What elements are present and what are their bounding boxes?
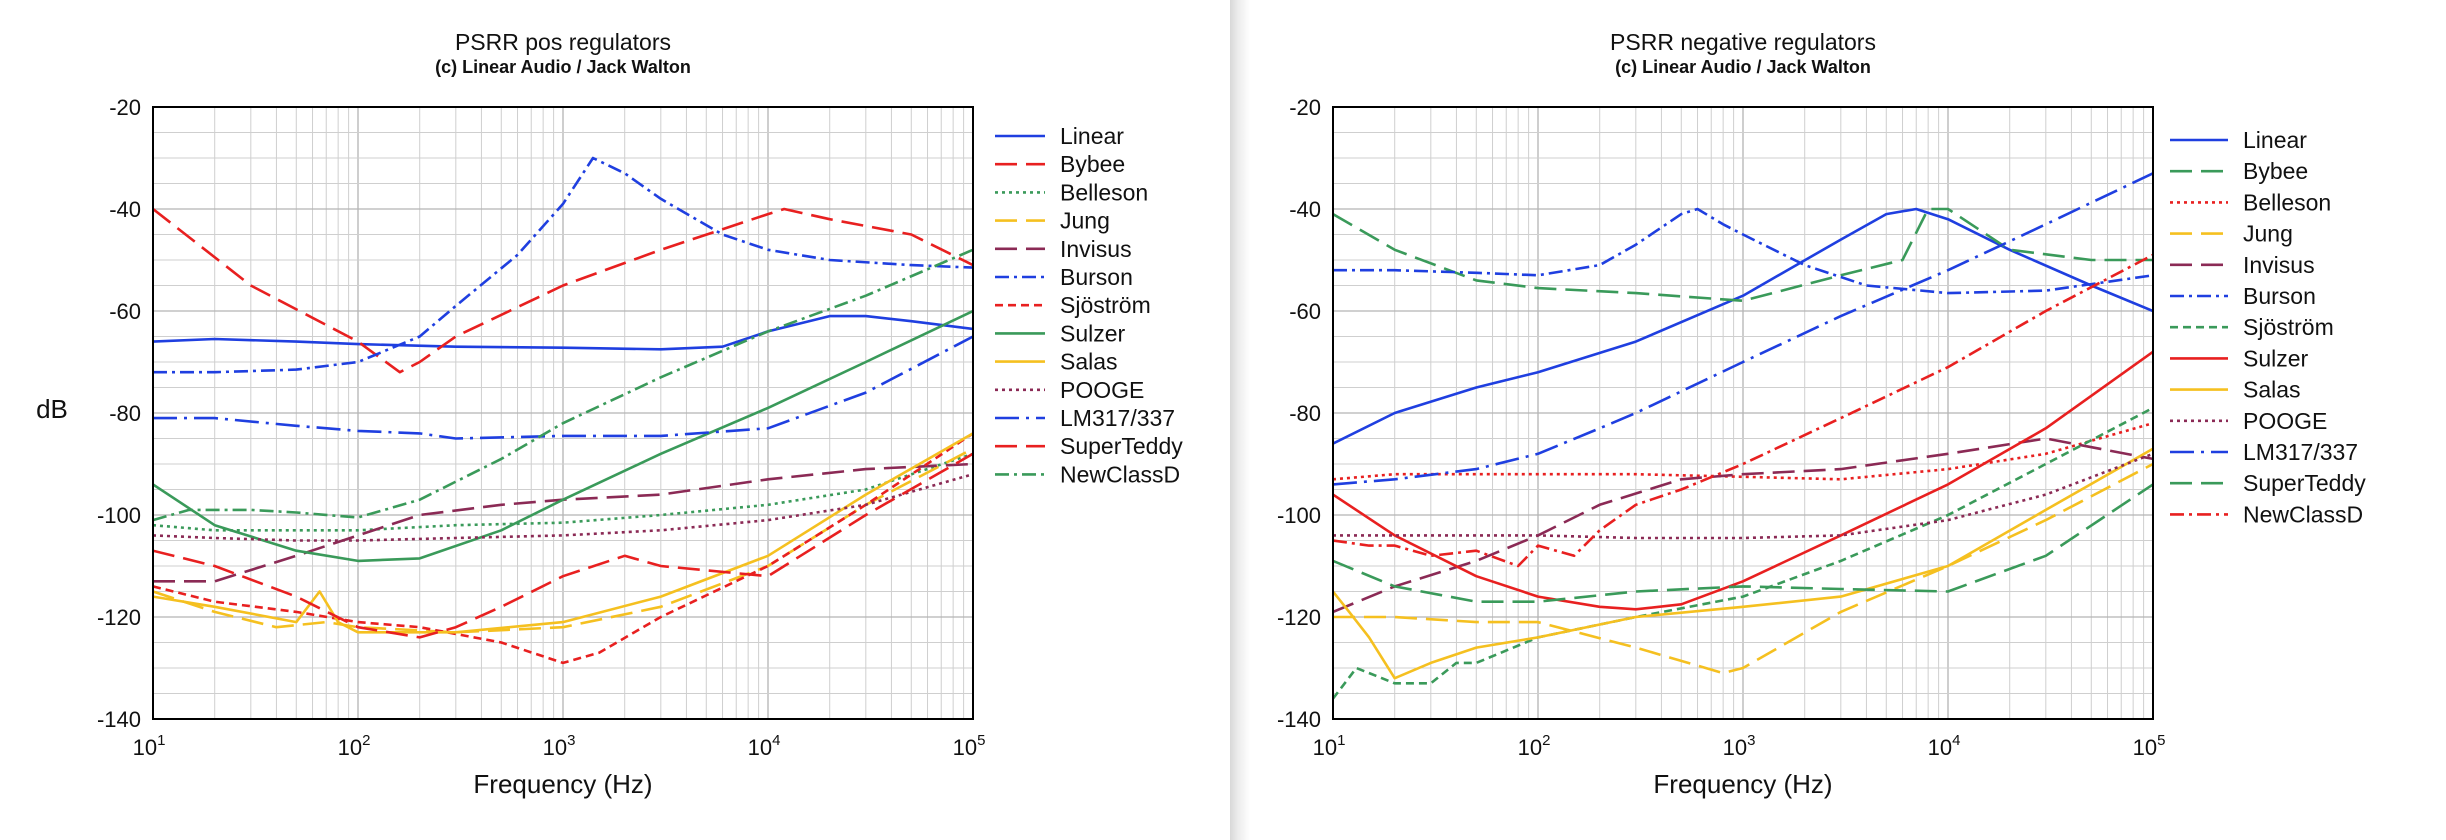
- plot-frame: [152, 106, 974, 720]
- y-tick-label: -120: [97, 605, 141, 630]
- y-tick-label: -20: [109, 95, 141, 120]
- grid: [1333, 107, 2153, 719]
- right-chart-panel: PSRR negative regulators (c) Linear Audio…: [1250, 0, 2446, 840]
- series-line-pooge: [153, 472, 973, 542]
- legend: Linear Bybee Belleson Jung Invisus Burson Sjös…: [2170, 127, 2366, 527]
- legend-label: Jung: [1060, 208, 1110, 234]
- y-axis-label: dB: [36, 394, 68, 424]
- series-line-salas: [1333, 447, 2153, 680]
- legend-label: NewClassD: [2243, 501, 2363, 527]
- legend-label: Sjöström: [2243, 314, 2334, 340]
- legend-label: Invisus: [2243, 252, 2315, 278]
- right-chart-svg: PSRR negative regulators(c) Linear Audio…: [1277, 29, 2366, 799]
- x-tick-label: 104: [748, 732, 781, 760]
- series-line-lm317-337: [153, 335, 973, 440]
- y-tick-label: -80: [1289, 401, 1321, 426]
- series-line-invisus: [1333, 437, 2153, 614]
- series-line-jung: [153, 447, 973, 634]
- x-tick-label: 105: [2133, 732, 2166, 760]
- legend-label: Bybee: [1060, 151, 1125, 177]
- series-line-bybee: [1333, 207, 2153, 303]
- legend-label: Linear: [2243, 127, 2307, 153]
- series-line-linear: [1333, 207, 2153, 445]
- chart-subtitle: (c) Linear Audio / Jack Walton: [1615, 57, 1871, 77]
- legend-label: Linear: [1060, 123, 1124, 149]
- x-tick-label: 103: [1723, 732, 1756, 760]
- x-tick-label: 103: [543, 732, 576, 760]
- series-line-linear: [153, 314, 973, 351]
- legend-label: Invisus: [1060, 236, 1132, 262]
- page-gutter: [1230, 0, 1250, 840]
- y-tick-label: -120: [1277, 605, 1321, 630]
- x-tick-label: 105: [953, 732, 986, 760]
- legend-label: Sulzer: [2243, 345, 2309, 371]
- legend-label: SuperTeddy: [1060, 433, 1183, 459]
- x-axis-label: Frequency (Hz): [1653, 769, 1832, 799]
- legend-label: LM317/337: [1060, 405, 1175, 431]
- series-line-pooge: [1333, 452, 2153, 540]
- legend-label: Salas: [1060, 349, 1118, 375]
- series-line-burson: [153, 156, 973, 374]
- y-tick-label: -60: [1289, 299, 1321, 324]
- legend-label: Salas: [2243, 377, 2301, 403]
- series-line-burson: [1333, 207, 2153, 295]
- x-tick-label: 101: [1313, 732, 1346, 760]
- legend-label: Burson: [1060, 264, 1133, 290]
- series-line-newclassd: [1333, 253, 2153, 568]
- series-line-jung: [1333, 462, 2153, 675]
- y-tick-label: -60: [109, 299, 141, 324]
- series-line-sulzer: [1333, 350, 2153, 611]
- legend-label: POOGE: [2243, 408, 2327, 434]
- series-group: [1333, 172, 2153, 700]
- y-tick-label: -20: [1289, 95, 1321, 120]
- y-tick-label: -100: [97, 503, 141, 528]
- series-line-belleson: [153, 452, 973, 532]
- chart-subtitle: (c) Linear Audio / Jack Walton: [435, 57, 691, 77]
- plot-frame: [1332, 106, 2154, 720]
- y-tick-label: -100: [1277, 503, 1321, 528]
- series-line-belleson: [1333, 421, 2153, 481]
- series-line-sulzer: [153, 309, 973, 563]
- y-tick-label: -140: [97, 707, 141, 732]
- legend-label: NewClassD: [1060, 461, 1180, 487]
- legend-label: SuperTeddy: [2243, 470, 2366, 496]
- y-tick-label: -40: [109, 197, 141, 222]
- x-tick-label: 101: [133, 732, 166, 760]
- x-tick-label: 102: [1518, 732, 1551, 760]
- series-line-salas: [153, 432, 973, 634]
- legend-label: Sulzer: [1060, 320, 1126, 346]
- legend-label: Jung: [2243, 221, 2293, 247]
- x-tick-label: 104: [1928, 732, 1961, 760]
- chart-title: PSRR pos regulators: [455, 29, 671, 55]
- legend-label: Burson: [2243, 283, 2316, 309]
- series-line-superteddy: [1333, 483, 2153, 604]
- left-chart-panel: PSRR pos regulators (c) Linear Audio / Ja…: [36, 29, 1184, 799]
- x-axis-label: Frequency (Hz): [473, 769, 652, 799]
- x-tick-label: 102: [338, 732, 371, 760]
- series-line-sj-str-m: [153, 432, 973, 665]
- series-line-newclassd: [153, 248, 973, 522]
- series-line-invisus: [153, 462, 973, 583]
- series-group: [153, 156, 973, 665]
- y-tick-label: -140: [1277, 707, 1321, 732]
- grid: [153, 107, 973, 719]
- y-tick-label: -80: [109, 401, 141, 426]
- left-chart-svg: PSRR pos regulators(c) Linear Audio / Ja…: [36, 29, 1183, 799]
- legend-label: POOGE: [1060, 377, 1144, 403]
- series-line-bybee: [153, 207, 973, 374]
- legend-label: Bybee: [2243, 158, 2308, 184]
- chart-title: PSRR negative regulators: [1610, 29, 1876, 55]
- legend-label: Sjöström: [1060, 292, 1151, 318]
- legend-label: LM317/337: [2243, 439, 2358, 465]
- legend-label: Belleson: [1060, 179, 1148, 205]
- y-tick-label: -40: [1289, 197, 1321, 222]
- legend-label: Belleson: [2243, 189, 2331, 215]
